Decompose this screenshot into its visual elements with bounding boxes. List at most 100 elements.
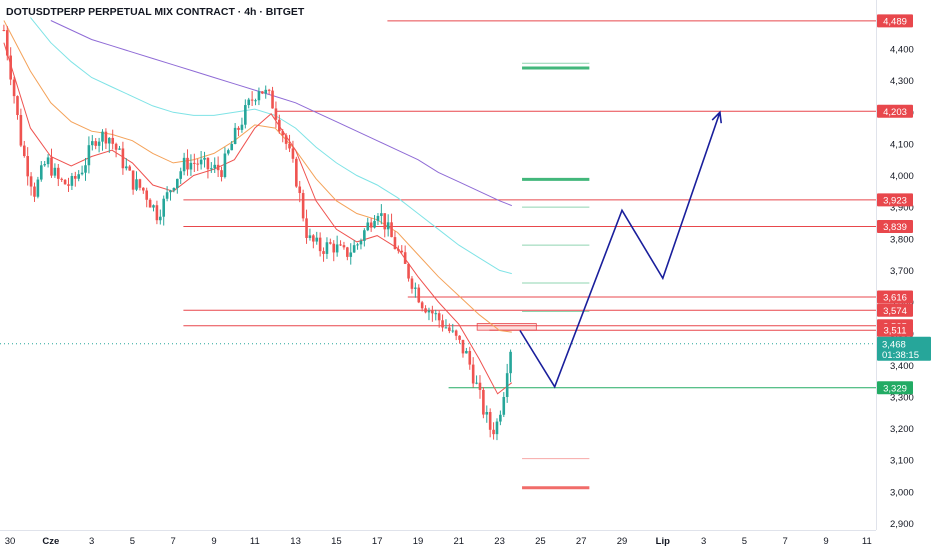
candle-body bbox=[60, 178, 63, 180]
candle-body bbox=[104, 131, 108, 144]
candle-body bbox=[213, 164, 217, 169]
candle-body bbox=[427, 310, 431, 313]
candle-body bbox=[414, 287, 417, 289]
price-label: 3,511 bbox=[883, 326, 906, 337]
candle-body bbox=[63, 179, 67, 185]
candle-body bbox=[2, 30, 6, 32]
y-tick-label: 3,200 bbox=[890, 424, 914, 435]
candle-body bbox=[461, 339, 465, 354]
candle-body bbox=[424, 308, 427, 313]
candle-body bbox=[315, 237, 319, 242]
x-tick-label: 17 bbox=[372, 536, 383, 547]
y-tick-label: 4,300 bbox=[890, 76, 914, 87]
x-tick-label: 11 bbox=[250, 536, 260, 547]
candle-body bbox=[295, 158, 298, 187]
x-tick-label: 30 bbox=[5, 536, 16, 547]
candle-body bbox=[111, 137, 115, 144]
x-tick-label: 7 bbox=[783, 536, 788, 547]
candle-body bbox=[397, 249, 400, 251]
candle-body bbox=[373, 220, 376, 228]
last-price-bg bbox=[877, 336, 931, 361]
candle-body bbox=[329, 242, 332, 244]
candle-body bbox=[206, 157, 210, 170]
y-tick-label: 3,000 bbox=[890, 487, 914, 498]
moving-averages bbox=[3, 17, 513, 395]
candle-body bbox=[12, 79, 16, 97]
candle-body bbox=[465, 350, 468, 354]
candle-body bbox=[318, 237, 322, 252]
x-tick-label: 3 bbox=[701, 536, 706, 547]
price-label-bg bbox=[877, 303, 913, 317]
candle-body bbox=[135, 179, 138, 190]
x-tick-label: 9 bbox=[211, 536, 216, 547]
candle-body bbox=[505, 373, 509, 397]
candle-body bbox=[448, 327, 451, 332]
candle-body bbox=[165, 192, 169, 199]
candle-body bbox=[363, 230, 366, 241]
candle-body bbox=[131, 170, 135, 190]
candle-body bbox=[193, 162, 196, 164]
candle-body bbox=[53, 167, 57, 176]
candle-body bbox=[43, 164, 46, 166]
projection-path bbox=[519, 110, 723, 389]
candle-body bbox=[159, 216, 162, 221]
candle-body bbox=[393, 237, 397, 250]
chart-title: DOTUSDTPERP PERPETUAL MIX CONTRACT · 4h … bbox=[6, 6, 305, 18]
candle-body bbox=[380, 213, 383, 216]
candle-body bbox=[114, 143, 118, 150]
candle-body bbox=[223, 153, 227, 177]
candle-body bbox=[346, 247, 349, 257]
candle-body bbox=[186, 157, 189, 170]
candle-body bbox=[274, 108, 278, 120]
candle-body bbox=[230, 143, 234, 151]
candle-body bbox=[73, 176, 77, 179]
candle-body bbox=[400, 250, 404, 253]
x-tick-label: 5 bbox=[742, 536, 747, 547]
candle-body bbox=[291, 148, 295, 159]
candle-body bbox=[26, 156, 29, 177]
price-label: 3,574 bbox=[883, 306, 907, 317]
candle-body bbox=[237, 127, 240, 130]
candle-body bbox=[499, 414, 502, 422]
candle-body bbox=[369, 222, 373, 228]
x-tick-label: Lip bbox=[656, 536, 670, 547]
candle-body bbox=[342, 245, 346, 248]
price-label-bg bbox=[877, 104, 913, 118]
candle-body bbox=[451, 330, 455, 332]
x-tick-label: Cze bbox=[42, 536, 59, 547]
candle-body bbox=[386, 222, 390, 230]
candle-body bbox=[196, 163, 200, 165]
y-tick-label: 4,000 bbox=[890, 171, 914, 182]
ema-mid-line bbox=[3, 20, 512, 333]
candle-body bbox=[244, 105, 247, 125]
candle-body bbox=[257, 91, 261, 101]
resistance-box bbox=[476, 323, 537, 331]
last-price-label: 3,468 bbox=[882, 339, 906, 350]
price-label: 3,839 bbox=[883, 222, 907, 233]
candle-body bbox=[444, 327, 448, 329]
candle-body bbox=[138, 179, 142, 188]
candle-body bbox=[305, 218, 308, 238]
candle-body bbox=[240, 124, 244, 130]
y-tick-label: 4,400 bbox=[890, 45, 914, 56]
candle-body bbox=[36, 179, 40, 197]
candle-body bbox=[509, 351, 512, 374]
candle-body bbox=[220, 170, 223, 177]
candle-body bbox=[189, 162, 193, 170]
candle-body bbox=[407, 263, 410, 279]
projection-arrowhead bbox=[711, 110, 723, 124]
price-label-bg bbox=[877, 193, 913, 207]
time-axis-bg bbox=[0, 530, 932, 550]
candle-body bbox=[9, 55, 12, 80]
candle-body bbox=[169, 190, 172, 193]
candle-body bbox=[39, 165, 43, 180]
candle-body bbox=[152, 205, 155, 208]
candle-body bbox=[482, 389, 485, 415]
x-tick-label: 3 bbox=[89, 536, 94, 547]
x-tick-label: 9 bbox=[823, 536, 828, 547]
candle-body bbox=[281, 131, 285, 136]
candle-body bbox=[172, 187, 176, 191]
candle-body bbox=[233, 127, 237, 144]
